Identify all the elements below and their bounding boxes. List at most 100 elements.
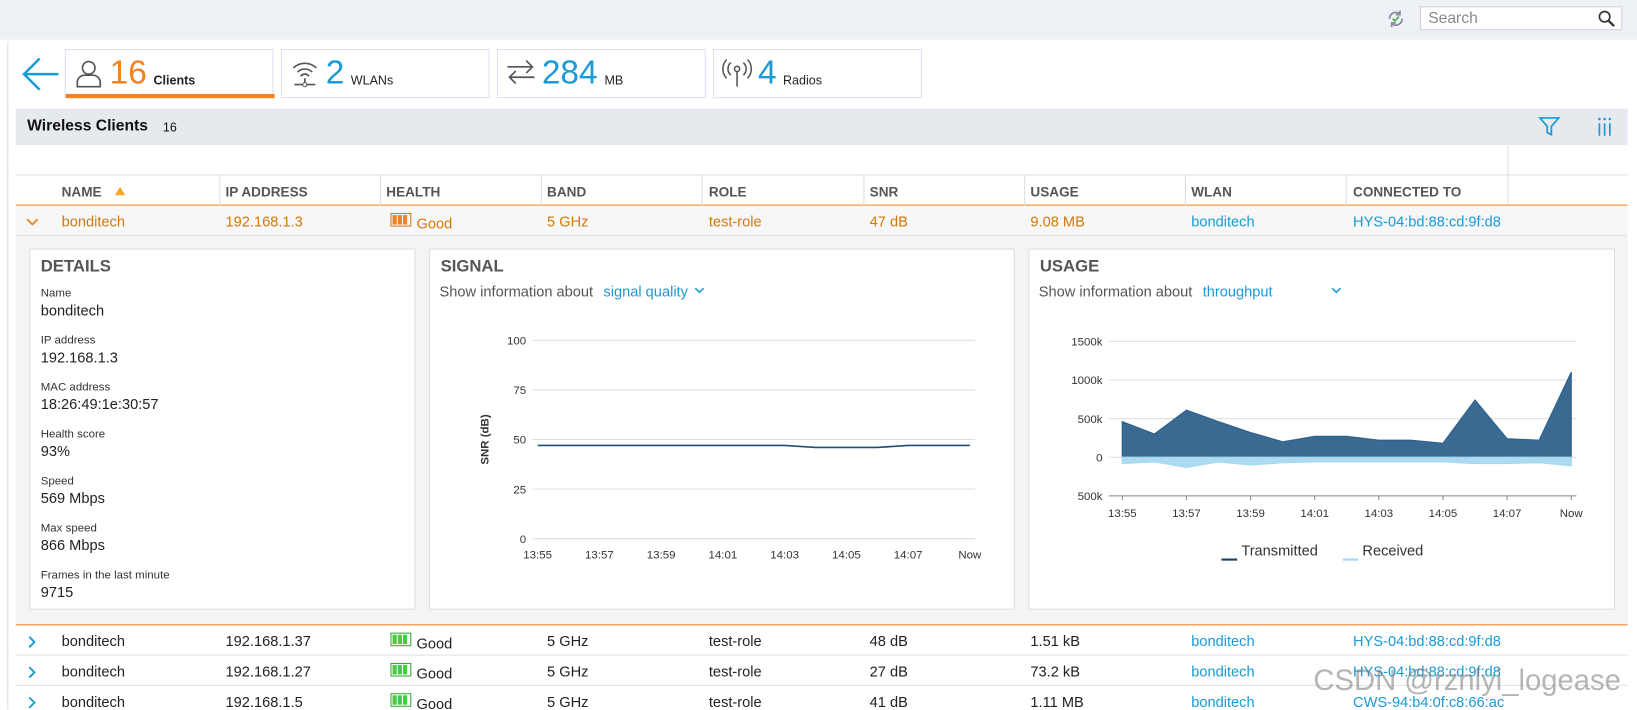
column-divider: [1024, 175, 1026, 206]
y-tick-label: 500k: [1078, 491, 1103, 503]
selector[interactable]: throughput: [1202, 282, 1273, 300]
field-value: 93%: [40, 442, 70, 460]
column-divider: [1345, 175, 1347, 206]
expand-chevron[interactable]: [25, 695, 40, 710]
panel-title: Wireless Clients: [27, 116, 148, 135]
sort-arrow[interactable]: [114, 185, 127, 198]
field-value: 18:26:49:1e:30:57: [40, 395, 159, 413]
cell: bonditech: [61, 662, 125, 680]
cell: 5 GHz: [547, 212, 589, 230]
field-value: 569 Mbps: [40, 489, 105, 507]
active-underline: [65, 93, 275, 99]
legend-label: Received: [1362, 543, 1423, 559]
chevron[interactable]: [1330, 285, 1343, 295]
left-border: [7, 41, 9, 710]
expand-chevron[interactable]: [25, 215, 40, 230]
column-header: CONNECTED TO: [1353, 183, 1462, 200]
x-tick-label: 14:03: [770, 550, 799, 562]
search-box[interactable]: Search: [1419, 6, 1623, 31]
back-arrow[interactable]: [21, 54, 63, 94]
summary-card[interactable]: 2 WLANs: [280, 49, 490, 99]
top-bar: [0, 0, 1637, 40]
cell-link[interactable]: HYS-04:bd:88:cd:9f:d8: [1353, 632, 1501, 650]
line-series: [537, 444, 970, 449]
field-value: 866 Mbps: [40, 536, 105, 554]
health-text: Good: [416, 665, 453, 682]
summary-label: Clients: [153, 73, 196, 88]
summary-card[interactable]: 284 MB: [496, 49, 706, 99]
area-series: [1121, 456, 1572, 468]
summary-count: 284: [541, 53, 598, 91]
column-header: HEALTH: [386, 183, 441, 200]
health-icon: [390, 693, 412, 707]
columns-icon[interactable]: [1596, 115, 1613, 138]
cell-link[interactable]: HYS-04:bd:88:cd:9f:d8: [1353, 662, 1501, 680]
cell-link[interactable]: HYS-04:bd:88:cd:9f:d8: [1353, 212, 1501, 230]
y-axis-label: SNR (dB): [480, 414, 492, 465]
y-tick-label: 500k: [1078, 414, 1103, 426]
cell: 73.2 kB: [1030, 662, 1081, 680]
cell-link[interactable]: CWS-94:b4:0f:c8:66:ac: [1353, 693, 1505, 710]
health-icon: [390, 632, 412, 647]
column-divider: [380, 175, 382, 206]
summary-card[interactable]: 16 Clients: [64, 49, 275, 99]
column-divider: [701, 175, 703, 206]
search-placeholder: Search: [1428, 9, 1478, 28]
signal-card: SIGNAL Show information about signal qua…: [429, 248, 1015, 610]
cell: 5 GHz: [547, 662, 589, 680]
y-tick-label: 1500k: [1071, 337, 1103, 349]
column-divider: [1184, 175, 1186, 206]
y-tick-label: 75: [513, 385, 526, 397]
wlan-icon: [292, 62, 317, 88]
field-label: Name: [40, 287, 72, 300]
cell: 27 dB: [869, 662, 908, 680]
filter-icon[interactable]: [1538, 115, 1561, 138]
y-tick-label: 0: [1096, 452, 1102, 464]
x-tick-label: 14:05: [1429, 508, 1458, 520]
summary-count: 2: [325, 53, 345, 91]
column-divider: [540, 175, 542, 206]
panel-header: Wireless Clients 16: [15, 108, 1628, 146]
column-header: NAME: [61, 183, 102, 200]
health-text: Good: [416, 634, 453, 652]
summary-count: 4: [757, 53, 777, 91]
clients-icon: [76, 60, 102, 88]
health-cell: Good: [390, 212, 452, 232]
expand-chevron[interactable]: [25, 635, 40, 650]
x-tick-label: 14:07: [894, 550, 923, 562]
prompt: Show information about: [1038, 282, 1193, 300]
prompt: Show information about: [439, 282, 594, 300]
health-text: Good: [416, 695, 453, 710]
cell: test-role: [708, 662, 762, 680]
search-icon[interactable]: [1597, 9, 1616, 28]
column-divider: [1507, 146, 1509, 206]
table-row[interactable]: [15, 656, 1628, 686]
cell: 1.11 MB: [1030, 693, 1084, 710]
cell: 192.168.1.3: [225, 212, 303, 230]
cell-link[interactable]: bonditech: [1191, 693, 1255, 710]
radio-icon: [722, 58, 752, 87]
refresh-icon[interactable]: [1385, 8, 1406, 29]
chevron[interactable]: [693, 285, 706, 295]
table-row[interactable]: [15, 686, 1628, 710]
card-title: DETAILS: [40, 257, 111, 276]
cell: bonditech: [61, 212, 125, 230]
selector[interactable]: signal quality: [603, 282, 688, 300]
y-tick-label: 50: [513, 435, 526, 447]
summary-card[interactable]: 4 Radios: [713, 49, 922, 99]
table-row[interactable]: [15, 626, 1628, 656]
cell: 192.168.1.37: [225, 632, 311, 650]
cell: test-role: [708, 693, 762, 710]
expand-chevron[interactable]: [25, 665, 40, 680]
x-tick-label: 13:57: [585, 550, 614, 562]
table-row[interactable]: [15, 206, 1628, 236]
cell-link[interactable]: bonditech: [1191, 662, 1255, 680]
cell-link[interactable]: bonditech: [1191, 212, 1255, 230]
x-tick-label: 14:07: [1493, 508, 1522, 520]
cell-link[interactable]: bonditech: [1191, 632, 1255, 650]
x-tick-label: 13:59: [1236, 508, 1265, 520]
cell: 41 dB: [869, 693, 908, 710]
x-tick-label: 14:01: [1300, 508, 1329, 520]
